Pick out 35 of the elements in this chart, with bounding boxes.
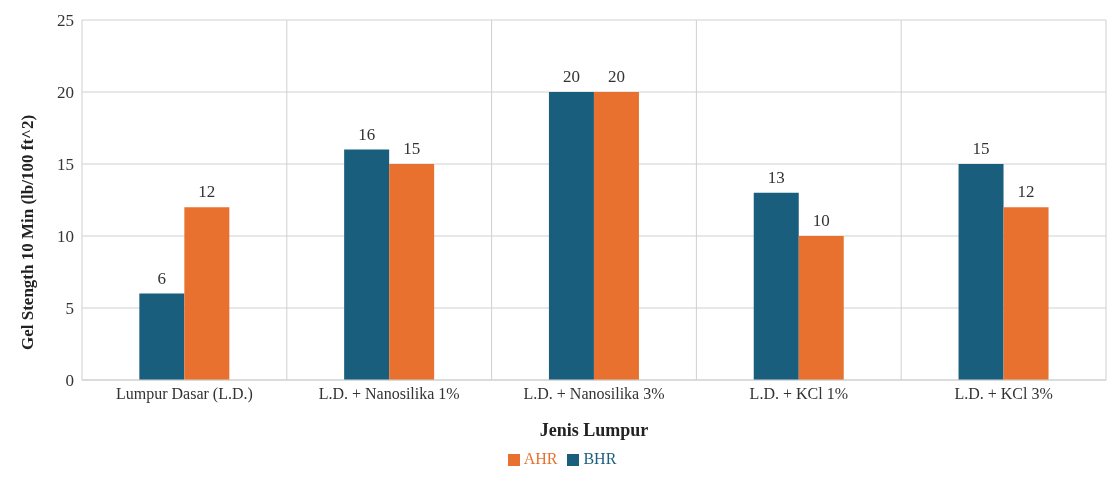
x-tick-label: L.D. + KCl 3% xyxy=(954,385,1053,403)
bar xyxy=(344,149,390,380)
x-tick-label: L.D. + KCl 1% xyxy=(749,385,848,403)
data-label: 20 xyxy=(562,67,580,86)
data-label: 15 xyxy=(972,139,990,158)
bar xyxy=(798,236,844,380)
y-tick-label: 5 xyxy=(65,299,74,319)
data-label: 20 xyxy=(607,67,625,86)
data-label: 13 xyxy=(767,167,785,187)
data-label: 12 xyxy=(1017,182,1035,202)
y-tick-label: 10 xyxy=(57,227,74,247)
bar xyxy=(184,207,230,380)
y-axis-title: Gel Stength 10 Min (lb/100 ft^2) xyxy=(18,114,38,350)
data-label: 6 xyxy=(157,268,167,288)
x-tick-label: Lumpur Dasar (L.D.) xyxy=(115,385,253,404)
y-tick-label: 0 xyxy=(65,371,74,391)
bar xyxy=(139,293,185,380)
bar xyxy=(753,192,799,380)
data-label: 15 xyxy=(403,139,421,158)
x-tick-label: L.D. + Nanosilika 1% xyxy=(318,385,460,403)
data-label: 12 xyxy=(198,182,216,202)
x-tick-label: L.D. + Nanosilika 3% xyxy=(523,385,665,403)
bar xyxy=(1003,207,1049,380)
bar xyxy=(593,92,639,380)
x-axis-title: Jenis Lumpur xyxy=(539,420,649,440)
y-tick-label: 20 xyxy=(57,83,74,103)
bar xyxy=(958,164,1004,380)
legend-label: BHR xyxy=(583,450,617,467)
y-tick-label: 15 xyxy=(57,155,74,175)
data-label: 10 xyxy=(812,211,830,230)
bar xyxy=(548,92,594,380)
data-label: 16 xyxy=(358,124,376,144)
y-tick-label: 25 xyxy=(57,11,74,31)
bar xyxy=(389,164,435,380)
legend-label: AHR xyxy=(523,450,558,467)
